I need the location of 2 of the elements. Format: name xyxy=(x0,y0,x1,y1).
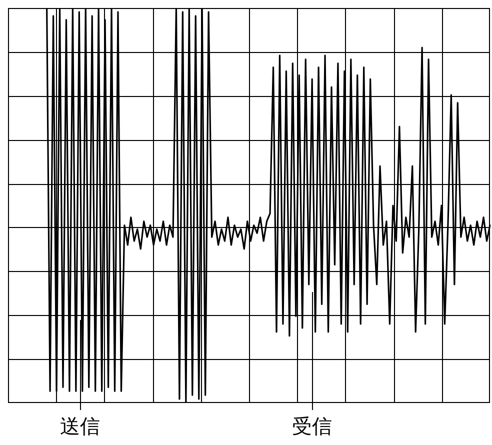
text: 送信 xyxy=(60,414,100,438)
text: 受信 xyxy=(292,414,332,438)
